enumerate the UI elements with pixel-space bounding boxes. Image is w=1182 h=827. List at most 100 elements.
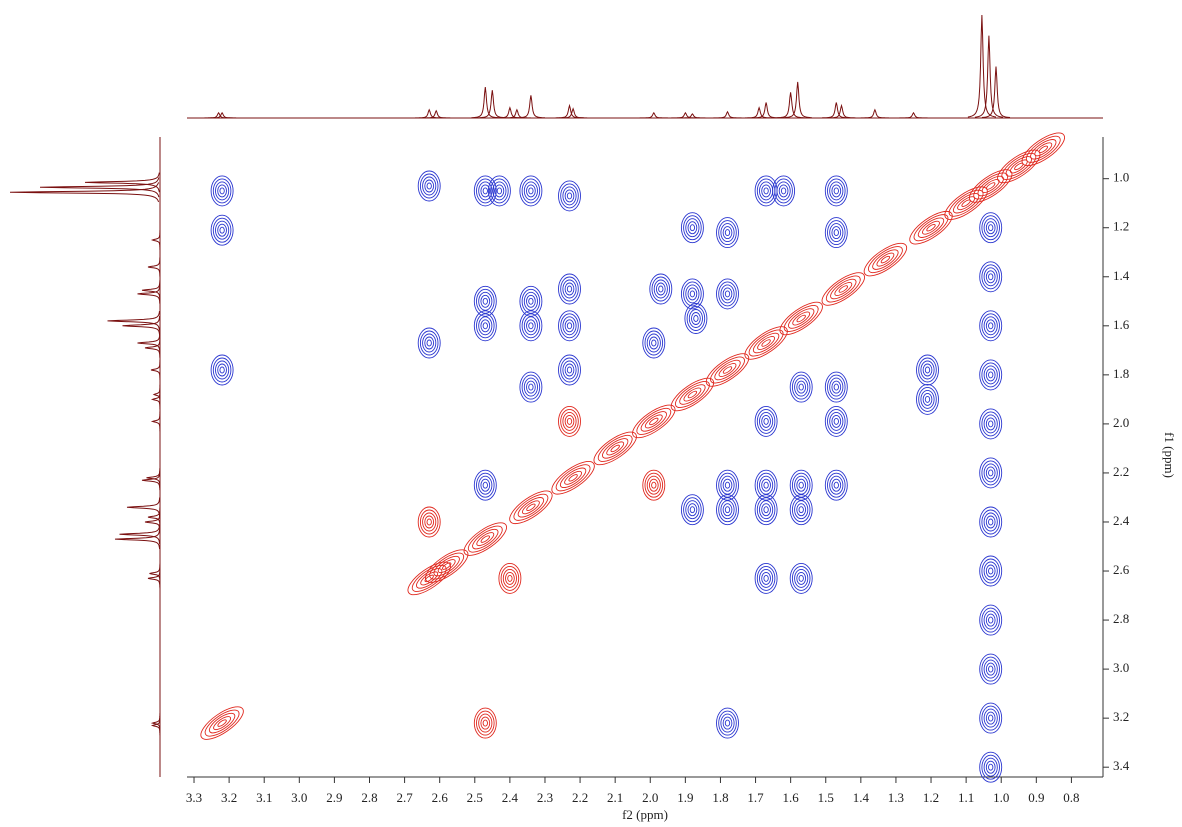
contour: [917, 217, 945, 238]
x-tick-label: 1.7: [747, 790, 764, 805]
cross-peak: [551, 461, 595, 495]
contour: [722, 503, 733, 517]
x-tick-label: 1.8: [712, 790, 728, 805]
cross-peak: [558, 310, 581, 342]
x-tick-label: 2.3: [537, 790, 553, 805]
contour: [720, 223, 735, 243]
contour: [687, 503, 698, 517]
contour: [416, 568, 443, 589]
contour: [651, 276, 671, 302]
contour: [796, 314, 806, 323]
x-tick-label: 2.9: [326, 790, 342, 805]
contour: [562, 411, 577, 431]
cross-peak: [487, 175, 511, 207]
contour: [952, 192, 980, 214]
cross-peak: [916, 383, 939, 415]
cross-peak: [979, 359, 1003, 391]
cross-peak: [979, 506, 1003, 538]
contour: [827, 178, 846, 204]
contour: [480, 294, 491, 308]
contour: [502, 568, 517, 588]
contour: [555, 464, 591, 492]
contour: [833, 187, 839, 195]
cross-peak: [558, 180, 581, 212]
contour: [482, 481, 488, 489]
cross-peak: [716, 469, 739, 501]
contour: [722, 478, 733, 492]
cross-peak: [909, 210, 953, 245]
contour: [831, 226, 842, 240]
cross-peak: [754, 562, 778, 594]
contour: [407, 561, 451, 596]
contour: [689, 224, 696, 232]
cross-peak: [558, 273, 581, 305]
contour: [528, 322, 534, 330]
contour: [649, 417, 659, 426]
contour: [482, 187, 488, 195]
contour: [476, 472, 495, 498]
contour: [679, 384, 706, 405]
contour: [559, 467, 587, 489]
contour: [521, 313, 541, 339]
contour: [718, 220, 737, 246]
contour: [687, 287, 698, 301]
contour: [463, 522, 507, 556]
contour: [606, 441, 625, 456]
contour: [722, 366, 733, 374]
top-projection-peak: [713, 110, 742, 119]
contour: [718, 281, 737, 307]
left-projection-peak: [144, 338, 161, 358]
contour: [426, 182, 432, 190]
contour: [997, 149, 1041, 184]
contour: [560, 408, 579, 434]
contour: [985, 319, 996, 333]
contour: [564, 363, 575, 377]
cross-peak: [593, 431, 637, 466]
contour: [632, 404, 676, 439]
contour: [981, 656, 1000, 682]
contour: [566, 285, 573, 293]
contour: [429, 552, 465, 580]
contour: [833, 229, 839, 237]
contour: [526, 319, 536, 333]
contour: [523, 291, 538, 311]
contour: [798, 574, 804, 582]
contour: [217, 719, 227, 727]
left-projection-peak: [84, 172, 160, 193]
contour: [684, 303, 708, 334]
cross-peak: [558, 354, 581, 386]
contour: [863, 242, 908, 277]
contour: [829, 223, 844, 243]
cross-peak: [789, 371, 813, 403]
contour: [985, 270, 996, 284]
cross-peak: [979, 604, 1003, 636]
x-tick-label: 1.4: [853, 790, 870, 805]
contour: [558, 273, 581, 305]
contour: [722, 287, 733, 301]
top-projection-peak: [899, 111, 928, 119]
contour: [926, 223, 936, 232]
cross-peak: [979, 408, 1003, 440]
contour: [683, 497, 702, 523]
contour: [920, 360, 935, 380]
x-tick-label: 3.2: [221, 790, 237, 805]
contour: [792, 311, 811, 326]
contour: [473, 707, 497, 739]
contour: [642, 327, 666, 359]
contour: [985, 221, 996, 235]
contour: [597, 434, 633, 462]
cross-peak: [684, 303, 708, 334]
contour: [880, 255, 891, 264]
contour: [564, 414, 575, 428]
contour: [523, 181, 538, 201]
contour: [517, 497, 545, 518]
left-projection-peak: [9, 182, 159, 203]
contour: [210, 175, 234, 207]
cross-peak: [417, 506, 441, 538]
cross-peak: [498, 562, 522, 594]
cross-peak: [863, 242, 908, 277]
y-tick-label: 3.4: [1113, 758, 1130, 773]
contour: [922, 220, 940, 235]
contour: [526, 184, 536, 198]
contour: [981, 754, 1000, 780]
